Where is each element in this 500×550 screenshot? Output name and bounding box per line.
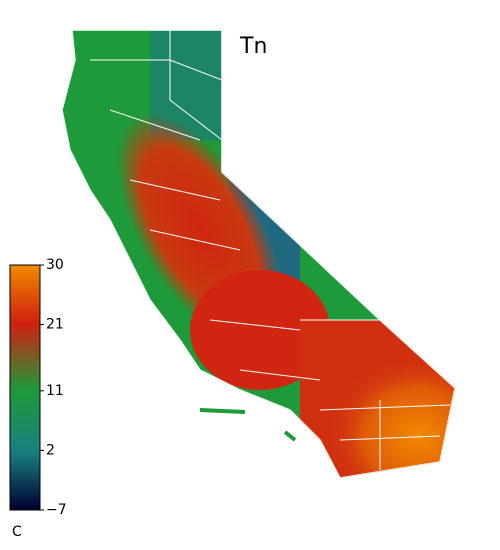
colorbar-tick-label: 11 xyxy=(46,383,64,399)
colorbar-tick-label: 21 xyxy=(46,317,64,333)
colorbar xyxy=(9,264,41,511)
colorbar-tick-label: 30 xyxy=(46,257,64,273)
colorbar-unit: C xyxy=(12,524,22,540)
california-map xyxy=(62,30,455,478)
map-title: Tn xyxy=(239,34,267,59)
channel-islands xyxy=(199,408,297,442)
colorbar-tick-label: −7 xyxy=(46,502,67,518)
colorbar-tick-label: 2 xyxy=(46,442,55,458)
